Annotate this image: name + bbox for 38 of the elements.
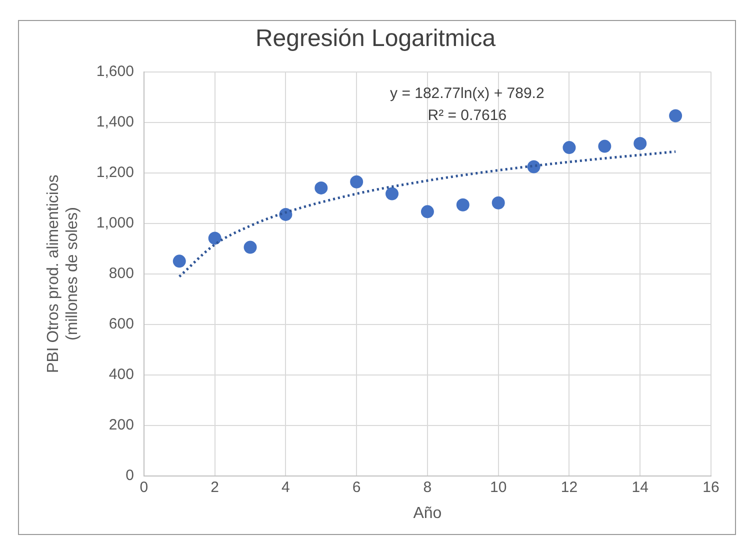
line-series <box>178 150 677 278</box>
point <box>669 109 682 122</box>
y-tick-label: 1,400 <box>96 113 134 130</box>
point <box>634 137 647 150</box>
x-tick-label: 0 <box>140 478 148 496</box>
x-tick-label: 6 <box>352 478 361 496</box>
annotation: R² = 0.7616 <box>428 106 507 124</box>
y-tick-label: 1,600 <box>96 62 134 80</box>
point <box>456 198 470 212</box>
x-tick-label: 14 <box>632 478 648 496</box>
point <box>208 232 222 245</box>
y-axis-title: PBI Otros prod. alimenticios (millones de soles) <box>45 174 82 373</box>
point <box>598 140 612 153</box>
point <box>386 187 399 200</box>
x-tick-label: 2 <box>210 478 219 496</box>
x-tick-label: 4 <box>282 478 290 496</box>
y-tick-label: 1,000 <box>96 214 134 232</box>
point <box>172 254 186 268</box>
point <box>420 205 434 218</box>
point <box>527 160 540 174</box>
x-axis-title: Año <box>413 504 442 522</box>
point <box>492 196 505 210</box>
point <box>350 175 364 188</box>
y-tick-label: 0 <box>126 466 134 484</box>
point <box>244 240 257 254</box>
chart-title: Regresión Logaritmica <box>255 25 496 52</box>
point <box>314 181 328 194</box>
x-tick-label: 8 <box>423 478 432 496</box>
y-tick-label: 1,200 <box>96 164 134 181</box>
x-tick-label: 16 <box>702 478 720 496</box>
point <box>562 141 576 154</box>
x-tick-label: 12 <box>560 478 578 496</box>
y-tick-label: 400 <box>108 366 134 383</box>
x-tick-label: 10 <box>490 478 507 496</box>
y-tick-label: 600 <box>108 315 134 332</box>
y-tick-label: 800 <box>108 264 134 282</box>
annotation: y = 182.77ln(x) + 789.2 <box>390 84 544 102</box>
y-tick-label: 200 <box>108 416 134 434</box>
